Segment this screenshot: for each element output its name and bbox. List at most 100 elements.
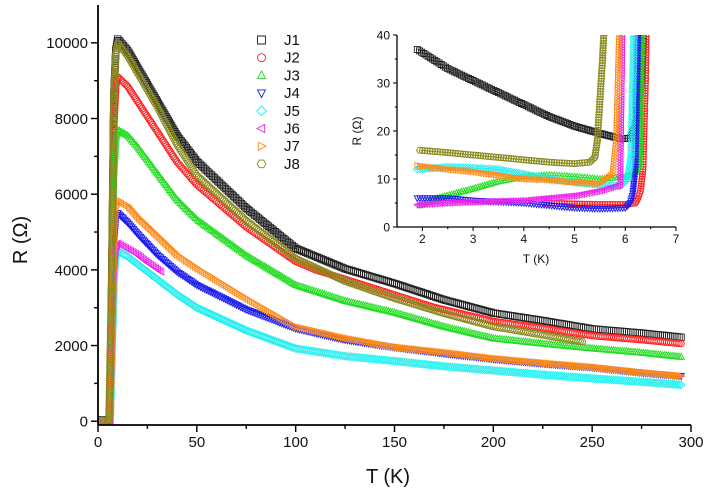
j3-data-point — [639, 13, 645, 19]
j3-data-point — [487, 333, 496, 341]
j3-data-point — [343, 296, 352, 305]
y-tick-label: 20 — [377, 124, 391, 138]
j1-data-point — [662, 332, 671, 340]
j3-data-point — [192, 215, 201, 223]
j7-data-point — [589, 363, 597, 372]
j8-data-point — [592, 142, 601, 149]
j3-data-point — [637, 35, 646, 38]
j1-data-point — [418, 48, 426, 56]
j1-data-point — [582, 126, 590, 133]
j8-data-point — [327, 271, 336, 279]
j8-data-point — [601, 21, 608, 27]
j8-data-point — [108, 222, 117, 230]
j5-data-point — [227, 319, 237, 329]
x-tick-label: 150 — [382, 434, 407, 451]
j2-data-point — [169, 153, 178, 161]
j7-data-point — [539, 359, 548, 367]
legend-label: J1 — [284, 32, 300, 49]
j3-data-point — [435, 320, 444, 329]
j1-data-point — [492, 88, 500, 95]
j7-data-point — [473, 352, 481, 361]
j8-data-point — [599, 39, 608, 47]
j3-data-point — [240, 249, 249, 258]
x-tick-label: 2 — [419, 232, 426, 246]
j7-data-point — [507, 356, 516, 364]
j6-data-point — [585, 189, 593, 197]
j5-data-point — [630, 35, 638, 39]
j3-data-point — [267, 266, 276, 274]
j8-data-point — [108, 203, 117, 211]
j7-data-point — [455, 350, 464, 359]
j7-data-point — [593, 363, 601, 372]
j1-data-point — [629, 328, 637, 336]
j3-data-point — [494, 177, 503, 185]
series-j8 — [416, 18, 608, 167]
j7-data-point — [526, 357, 535, 366]
j2-data-point — [161, 140, 170, 148]
j8-data-point — [594, 126, 602, 134]
j7-data-point — [617, 26, 623, 32]
j2-data-point — [171, 154, 179, 163]
j7-data-point — [634, 367, 642, 376]
j3-data-point — [639, 15, 645, 21]
j3-data-point — [452, 188, 461, 196]
y-tick-label: 40 — [377, 28, 391, 42]
legend-item-j7: J7 — [257, 138, 300, 155]
j7-data-point — [608, 365, 616, 374]
j1-data-point — [301, 248, 310, 257]
j5-data-point — [222, 316, 231, 326]
j5-data-point — [631, 7, 638, 14]
j1-data-point — [435, 59, 443, 67]
j1-data-point — [614, 327, 622, 335]
j3-data-point — [256, 259, 265, 268]
j3-data-point — [205, 224, 214, 232]
j7-data-point — [511, 356, 520, 365]
x-tick-label: 50 — [188, 434, 205, 451]
j3-data-point — [423, 317, 432, 325]
j5-data-point — [202, 307, 212, 317]
j7-data-point — [438, 348, 447, 357]
j3-data-point — [318, 289, 327, 297]
inset-axes: 2 3 4 5 6 7 0 10 20 30 40 — [377, 28, 680, 246]
j1-data-point — [513, 97, 521, 105]
j7-data-point — [300, 324, 309, 333]
j1-data-point — [599, 326, 607, 334]
j6-data-point — [575, 191, 583, 199]
j8-data-point — [107, 259, 116, 267]
j2-data-point — [640, 148, 647, 156]
j6-data-point — [577, 190, 586, 199]
j7-data-point — [591, 363, 599, 372]
j8-data-point — [599, 44, 607, 52]
j7-data-point — [410, 345, 419, 354]
j7-data-point — [337, 333, 346, 341]
j2-data-point — [642, 35, 650, 38]
j7-data-point — [518, 357, 526, 365]
j7-data-point — [391, 343, 399, 351]
j1-data-point — [557, 117, 565, 125]
series-j7 — [414, 21, 624, 188]
legend-triangle-left-icon — [256, 123, 266, 134]
y-tick-label: 2000 — [55, 338, 88, 355]
j4-data-point — [173, 268, 182, 277]
j7-data-point — [617, 21, 623, 27]
j1-data-point — [641, 23, 647, 29]
j8-data-point — [295, 256, 304, 264]
j3-data-point — [273, 269, 282, 278]
j8-data-point — [601, 18, 608, 24]
j2-data-point — [640, 145, 648, 153]
j3-data-point — [115, 126, 124, 134]
j3-data-point — [258, 260, 267, 269]
j7-data-point — [678, 372, 686, 381]
j7-data-point — [417, 345, 425, 354]
j1-data-point — [442, 63, 449, 71]
j5-data-point — [204, 308, 214, 318]
j7-data-point — [425, 346, 434, 355]
j8-data-point — [172, 139, 181, 147]
j3-data-point — [304, 284, 312, 292]
j6-data-point — [619, 13, 625, 19]
j1-data-point — [288, 241, 296, 250]
j4-data-point — [183, 275, 192, 284]
j8-data-point — [598, 54, 607, 62]
j4-data-point — [627, 195, 636, 203]
